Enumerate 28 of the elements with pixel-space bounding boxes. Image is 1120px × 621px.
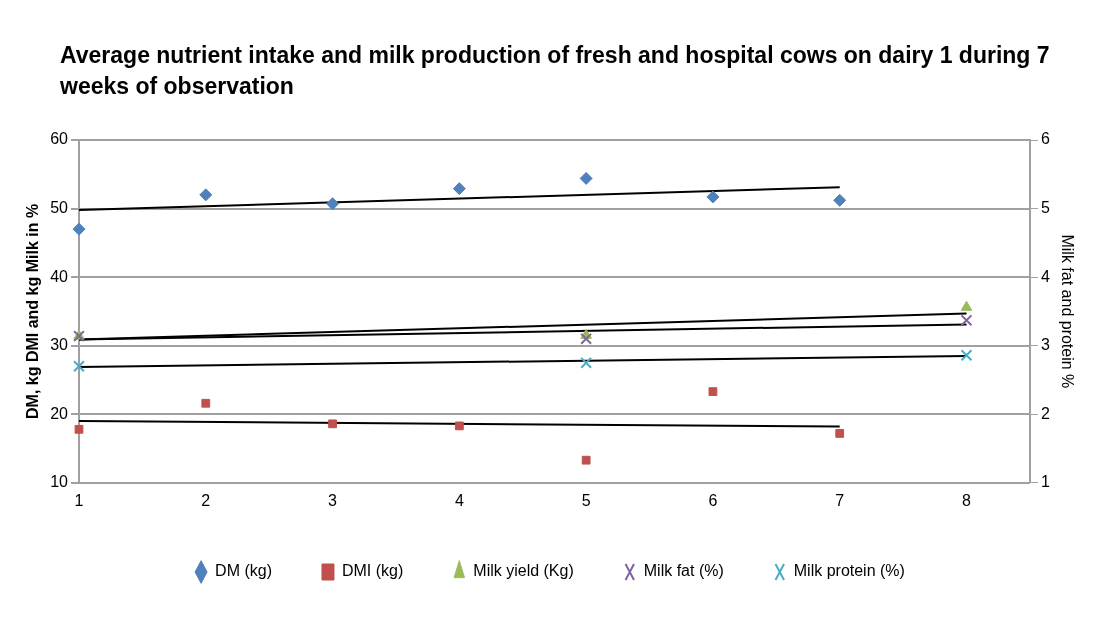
x-tick-label: 6: [708, 491, 718, 509]
y2-tick-label: 2: [1040, 404, 1050, 422]
legend-label: DM (kg): [215, 562, 272, 580]
legend-label: Milk yield (Kg): [473, 562, 574, 580]
chart-title: Average nutrient intake and milk production of fresh and hospital cows on dairy 1 during 7 weeks of observation: [60, 41, 1051, 101]
legend-label: DMI (kg): [341, 562, 404, 580]
legend-label: Milk protein (%): [793, 562, 905, 580]
y2-axis-title: Milk fat and protein %: [1058, 234, 1076, 389]
y2-tick-label: 3: [1040, 336, 1050, 354]
y-tick-label: 10: [50, 473, 69, 491]
x-tick-label: 4: [454, 491, 464, 509]
y2-tick-label: 4: [1040, 267, 1050, 285]
y-tick-label: 20: [50, 404, 69, 422]
x-tick-label: 3: [328, 491, 338, 509]
x-tick-label: 8: [962, 491, 972, 509]
y-tick-label: 60: [50, 130, 69, 148]
y-tick-label: 30: [50, 336, 69, 354]
y-tick-label: 50: [50, 198, 69, 216]
x-tick-label: 7: [835, 491, 845, 509]
y2-tick-label: 6: [1040, 130, 1050, 148]
x-tick-label: 2: [201, 491, 211, 509]
y2-tick-label: 1: [1040, 473, 1050, 491]
x-tick-label: 5: [581, 491, 591, 509]
y2-tick-label: 5: [1040, 198, 1050, 216]
legend-label: Milk fat (%): [643, 562, 724, 580]
y-axis-title: DM, kg DMI and kg Milk in %: [24, 203, 42, 419]
x-tick-label: 1: [74, 491, 84, 509]
y-tick-label: 40: [50, 267, 69, 285]
